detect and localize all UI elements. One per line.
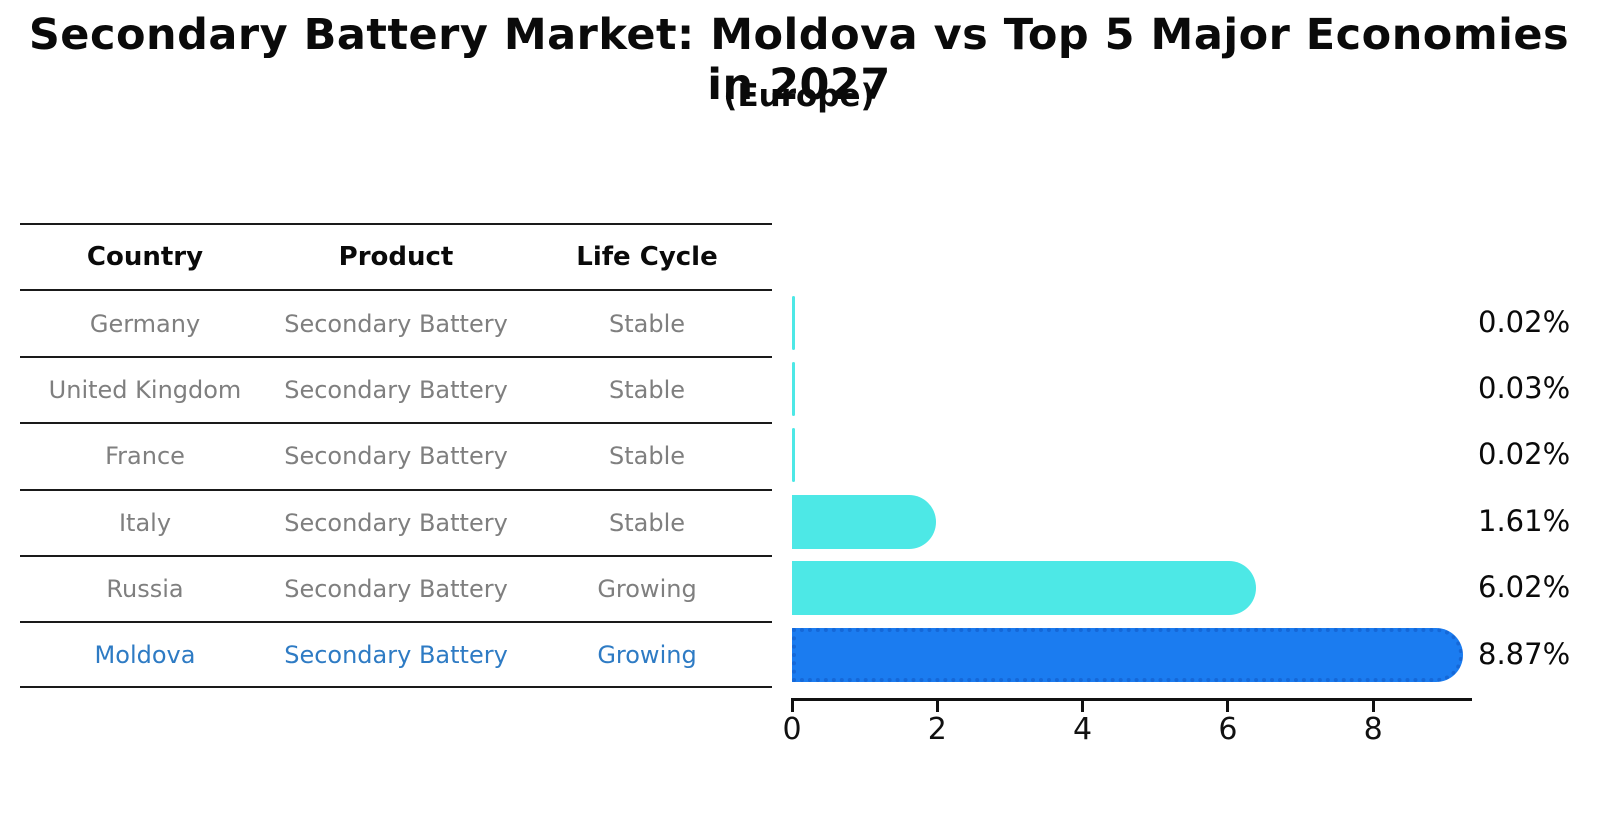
x-axis-tick-2	[935, 698, 939, 712]
cell-country: Moldova	[94, 640, 196, 669]
cell-country: France	[105, 442, 185, 471]
x-axis-tick-label-8: 8	[1363, 712, 1383, 747]
cell-country: Italy	[118, 508, 172, 537]
table-row-france: France Secondary Battery Stable	[20, 422, 772, 488]
value-label-moldova: 8.87%	[1478, 636, 1571, 671]
table-row-russia: Russia Secondary Battery Growing	[20, 554, 772, 621]
table-row-united-kingdom: United Kingdom Secondary Battery Stable	[20, 355, 772, 422]
cell-life-cycle: Growing	[597, 640, 697, 669]
cell-product: Secondary Battery	[284, 640, 508, 669]
cell-product: Secondary Battery	[284, 442, 508, 471]
chart-title: Secondary Battery Market: Moldova vs Top…	[28, 10, 1570, 110]
cell-country: United Kingdom	[48, 375, 242, 404]
country-table: Country Product Life Cycle Germany Second…	[20, 223, 772, 688]
column-header-product: Product	[338, 242, 454, 273]
cell-product: Secondary Battery	[284, 575, 508, 604]
column-header-lifecycle: Life Cycle	[576, 242, 718, 273]
cell-life-cycle: Stable	[608, 375, 686, 404]
x-axis-tick-label-6: 6	[1218, 712, 1238, 747]
cell-life-cycle: Growing	[597, 575, 697, 604]
cell-life-cycle: Stable	[608, 508, 686, 537]
cell-product: Secondary Battery	[284, 508, 508, 537]
table-row-moldova: Moldova Secondary Battery Growing	[20, 621, 772, 688]
bar-united-kingdom	[792, 362, 795, 416]
table-header-row: Country Product Life Cycle	[20, 223, 772, 289]
x-axis-tick-8	[1371, 698, 1375, 712]
x-axis-line	[792, 698, 1472, 701]
x-axis-tick-label-2: 2	[927, 712, 947, 747]
table-row-italy: Italy Secondary Battery Stable	[20, 488, 772, 555]
value-label-united-kingdom: 0.03%	[1478, 371, 1571, 405]
cell-product: Secondary Battery	[284, 309, 508, 338]
x-axis-tick-label-4: 4	[1073, 712, 1093, 747]
table-row-germany: Germany Secondary Battery Stable	[20, 289, 772, 355]
value-label-russia: 6.02%	[1478, 570, 1571, 605]
x-axis-tick-6	[1226, 698, 1230, 712]
cell-life-cycle: Stable	[608, 442, 686, 471]
bar-russia	[792, 561, 1257, 616]
value-label-italy: 1.61%	[1478, 503, 1571, 538]
chart-subtitle: (Europe)	[723, 78, 875, 114]
cell-country: Germany	[89, 309, 201, 338]
bar-moldova	[792, 627, 1464, 682]
bar-france	[792, 428, 795, 483]
bar-italy	[792, 494, 936, 549]
x-axis-tick-label-0: 0	[782, 712, 802, 747]
value-label-germany: 0.02%	[1478, 304, 1571, 339]
x-axis-tick-4	[1081, 698, 1085, 712]
x-axis-tick-0	[790, 698, 794, 712]
cell-life-cycle: Stable	[608, 309, 686, 338]
column-header-country: Country	[86, 242, 204, 273]
cell-country: Russia	[106, 575, 184, 604]
bar-germany	[792, 295, 795, 350]
value-label-france: 0.02%	[1478, 437, 1571, 472]
cell-product: Secondary Battery	[284, 375, 508, 404]
